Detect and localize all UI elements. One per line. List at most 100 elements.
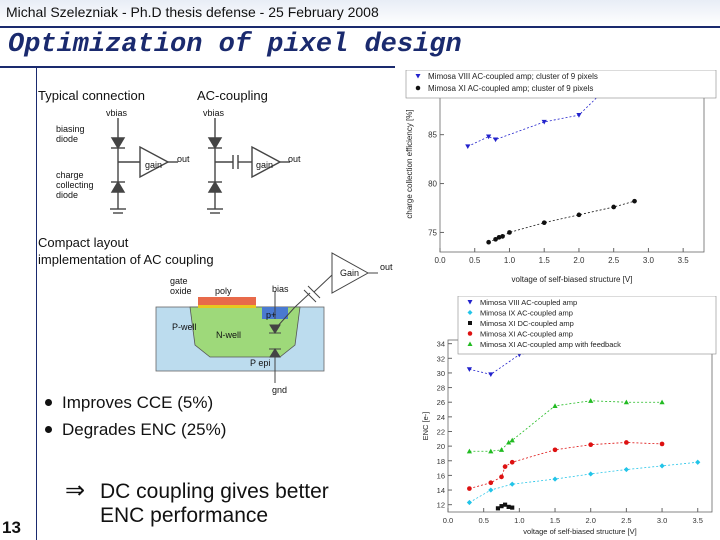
data-point [486, 134, 492, 140]
y-tick-label: 26 [437, 398, 445, 407]
legend-entry: Mimosa XI AC-coupled amp; cluster of 9 p… [428, 84, 593, 93]
data-point [695, 459, 701, 465]
y-tick-label: 75 [428, 228, 437, 237]
legend-entry: Mimosa XI AC-coupled amp with feedback [480, 340, 621, 349]
bullet-dot [45, 426, 52, 433]
data-point [659, 399, 665, 405]
x-tick-label: 0.5 [469, 256, 481, 265]
data-point [502, 464, 508, 469]
y-tick-label: 16 [437, 471, 445, 480]
y-tick-label: 12 [437, 501, 445, 510]
pwell-label: P-well [172, 322, 197, 332]
data-point [510, 505, 515, 510]
vbias-label-ac: vbias [203, 108, 225, 118]
data-point [493, 236, 498, 242]
ac-coupling-label: AC-coupling [197, 88, 268, 103]
y-tick-label: 20 [437, 442, 445, 451]
y-tick-label: 24 [437, 413, 445, 422]
gain-label: gain [145, 160, 163, 170]
data-point [466, 499, 473, 506]
conclusion-text: DC coupling gives better ENC performance [100, 480, 329, 527]
y-tick-label: 14 [437, 486, 445, 495]
data-point [503, 502, 508, 507]
data-point [659, 463, 665, 469]
charge-diode-label: charge collecting diode [56, 170, 94, 200]
data-point [415, 85, 421, 91]
x-axis-label: voltage of self-biased structure [V] [512, 275, 633, 284]
data-point [488, 480, 494, 486]
header-divider [0, 26, 720, 28]
data-point [466, 448, 473, 454]
legend-entry: Mimosa VIII AC-coupled amp; cluster of 9… [428, 72, 598, 81]
x-tick-label: 1.0 [514, 516, 524, 525]
y-axis-label: ENC [e-] [421, 412, 430, 441]
data-point [541, 220, 547, 226]
x-tick-label: 3.5 [693, 516, 703, 525]
x-tick-label: 3.5 [678, 256, 690, 265]
vbias-label: vbias [106, 108, 128, 118]
data-point [488, 372, 494, 377]
data-point [509, 437, 515, 443]
circuit-schematic [110, 118, 290, 214]
data-point [576, 212, 582, 218]
x-tick-label: 0.0 [434, 256, 446, 265]
legend-entry: Mimosa VIII AC-coupled amp [480, 298, 577, 307]
gnd-label: gnd [272, 385, 288, 395]
data-point [509, 459, 515, 465]
y-axis-label: charge collection efficiency [%] [405, 109, 414, 218]
layout-out-label: out [380, 262, 393, 272]
x-tick-label: 3.0 [643, 256, 655, 265]
data-point [486, 239, 491, 245]
y-tick-label: 22 [437, 427, 445, 436]
implies-arrow-icon: ⇒ [65, 477, 86, 504]
data-point [468, 321, 472, 325]
data-point [611, 204, 617, 210]
x-tick-label: 1.5 [550, 516, 560, 525]
data-point [659, 441, 665, 447]
series-line [469, 461, 698, 503]
gate-oxide-label: gate oxide [170, 276, 192, 296]
x-tick-label: 3.0 [657, 516, 667, 525]
data-point [499, 504, 504, 509]
layout-caption: Compact layout implementation of AC coupl… [38, 235, 214, 267]
biasing-diode-label: biasing diode [56, 124, 85, 144]
bias-label: bias [272, 284, 289, 294]
data-point [467, 300, 473, 305]
bullet-enc: Degrades ENC (25%) [62, 420, 227, 439]
x-axis-label: voltage of self-biased structure [V] [523, 527, 636, 536]
data-point [499, 474, 504, 480]
data-point [492, 137, 499, 143]
gain-label-ac: gain [256, 160, 274, 170]
header-text: Michal Szelezniak - Ph.D thesis defense … [6, 4, 379, 20]
x-tick-label: 2.0 [585, 516, 595, 525]
legend-box [457, 296, 717, 355]
y-tick-label: 32 [437, 354, 445, 363]
x-tick-label: 0.5 [478, 516, 488, 525]
data-point [576, 113, 582, 118]
y-tick-label: 34 [437, 340, 445, 349]
x-tick-label: 2.5 [621, 516, 631, 525]
data-point [467, 331, 473, 336]
data-point [507, 230, 512, 235]
page-number: 13 [2, 518, 21, 537]
poly-label: poly [215, 286, 232, 296]
data-point [506, 504, 511, 509]
legend-entry: Mimosa XI AC-coupled amp [480, 330, 573, 339]
data-point [552, 447, 558, 453]
bullet-cce: Improves CCE (5%) [62, 393, 214, 412]
x-tick-label: 2.5 [608, 256, 620, 265]
data-point [588, 398, 594, 403]
data-point [467, 310, 473, 315]
data-point [467, 486, 472, 491]
data-point [467, 341, 473, 346]
legend-entry: Mimosa XI DC-coupled amp [480, 319, 574, 328]
y-tick-label: 80 [428, 180, 437, 189]
left-margin-line [36, 66, 37, 540]
slide-title: Optimization of pixel design [8, 30, 462, 60]
series-line [469, 400, 663, 452]
data-point [488, 448, 494, 454]
data-point [500, 234, 505, 239]
data-point [465, 144, 471, 149]
data-point [495, 506, 501, 511]
data-point [632, 198, 637, 204]
